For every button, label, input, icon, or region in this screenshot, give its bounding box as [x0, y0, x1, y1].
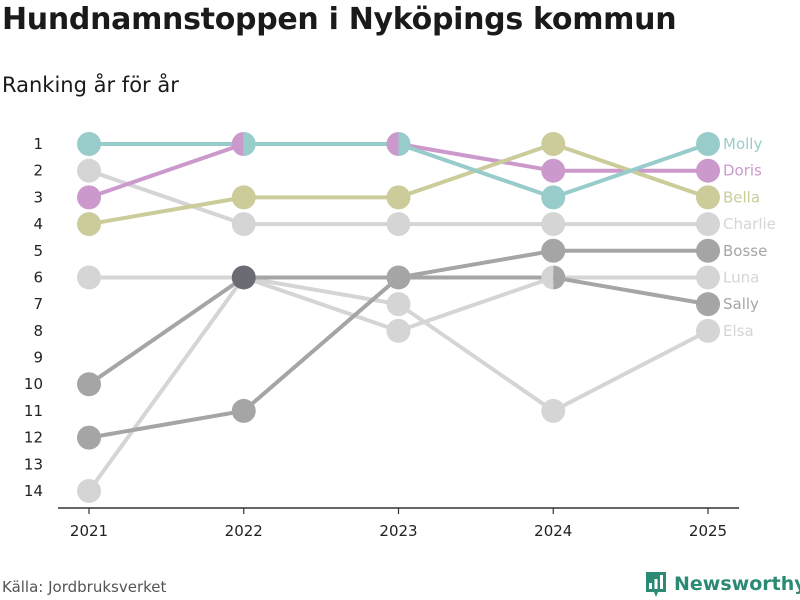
end-label-bella: Bella — [723, 188, 760, 206]
end-label-doris: Doris — [723, 162, 762, 180]
y-tick-label-3: 3 — [33, 188, 43, 206]
point-molly-2024 — [541, 185, 566, 210]
y-tick-label-14: 14 — [24, 482, 43, 500]
bar-chart-logo-icon — [646, 572, 666, 597]
point-doris-2021 — [77, 185, 101, 210]
point-luna-2023 — [386, 318, 411, 343]
point-doris-2024 — [541, 158, 566, 183]
point-sally-2023 — [398, 265, 411, 290]
end-label-elsa: Elsa — [723, 322, 754, 340]
y-tick-label-10: 10 — [24, 375, 43, 393]
point-bella-2025 — [696, 185, 720, 210]
point-sally-2021 — [77, 425, 101, 450]
point-overlap-2022 — [231, 265, 256, 290]
point-molly-2025 — [696, 132, 720, 156]
point-elsa-2024 — [541, 398, 566, 423]
brand-logo: Newsworthy — [644, 570, 800, 598]
point-doris-2022 — [231, 132, 244, 156]
point-charlie-2021 — [77, 158, 101, 183]
point-bella-2023 — [386, 185, 411, 210]
point-bella-2021 — [77, 212, 101, 237]
point-bella-2022 — [231, 185, 256, 210]
point-sally-2025 — [696, 292, 720, 317]
point-sally-2024 — [553, 265, 566, 290]
y-tick-label-1: 1 — [33, 135, 43, 153]
series-line-bella — [88, 142, 709, 227]
point-charlie-2022 — [231, 212, 256, 237]
end-label-molly: Molly — [723, 135, 762, 153]
point-molly-2022 — [243, 132, 256, 156]
y-tick-label-13: 13 — [24, 455, 43, 473]
end-label-sally: Sally — [723, 295, 759, 313]
brand-name: Newsworthy — [674, 573, 800, 595]
point-molly-2021 — [77, 132, 101, 156]
point-doris-2023 — [386, 132, 399, 156]
point-elsa-2025 — [696, 318, 720, 343]
point-bosse-2023 — [386, 265, 399, 290]
y-tick-label-2: 2 — [33, 162, 43, 180]
point-molly-2023 — [398, 132, 411, 156]
point-bosse-2021 — [77, 372, 101, 397]
x-tick-label-2023: 2023 — [379, 522, 417, 540]
x-tick-label-2021: 2021 — [70, 522, 108, 540]
point-luna-2025 — [696, 265, 720, 290]
y-tick-label-8: 8 — [33, 322, 43, 340]
y-tick-label-4: 4 — [33, 215, 43, 233]
end-label-charlie: Charlie — [723, 215, 776, 233]
point-luna-2024 — [541, 265, 554, 290]
point-charlie-2024 — [541, 212, 566, 237]
y-tick-label-6: 6 — [33, 268, 43, 286]
point-doris-2025 — [696, 158, 720, 183]
y-tick-label-12: 12 — [24, 429, 43, 447]
y-tick-label-9: 9 — [33, 349, 43, 367]
point-bosse-2024 — [541, 238, 566, 263]
end-label-bosse: Bosse — [723, 242, 767, 260]
chart-title: Hundnamnstoppen i Nyköpings kommun — [2, 2, 677, 37]
end-label-luna: Luna — [723, 268, 759, 286]
y-tick-label-7: 7 — [33, 295, 43, 313]
y-tick-label-11: 11 — [24, 402, 43, 420]
chart-subtitle: Ranking år för år — [2, 73, 179, 97]
point-sally-2022 — [231, 398, 256, 423]
point-bella-2024 — [541, 132, 566, 156]
x-tick-label-2025: 2025 — [689, 522, 727, 540]
point-elsa-2023 — [386, 292, 411, 317]
point-charlie-2025 — [696, 212, 720, 237]
source-note: Källa: Jordbruksverket — [2, 578, 167, 596]
x-tick-label-2022: 2022 — [225, 522, 263, 540]
y-tick-label-5: 5 — [33, 242, 43, 260]
point-bosse-2025 — [696, 238, 720, 263]
point-charlie-2023 — [386, 212, 411, 237]
point-luna-2021 — [77, 265, 101, 290]
x-tick-label-2024: 2024 — [534, 522, 572, 540]
point-elsa-2021 — [77, 479, 101, 503]
